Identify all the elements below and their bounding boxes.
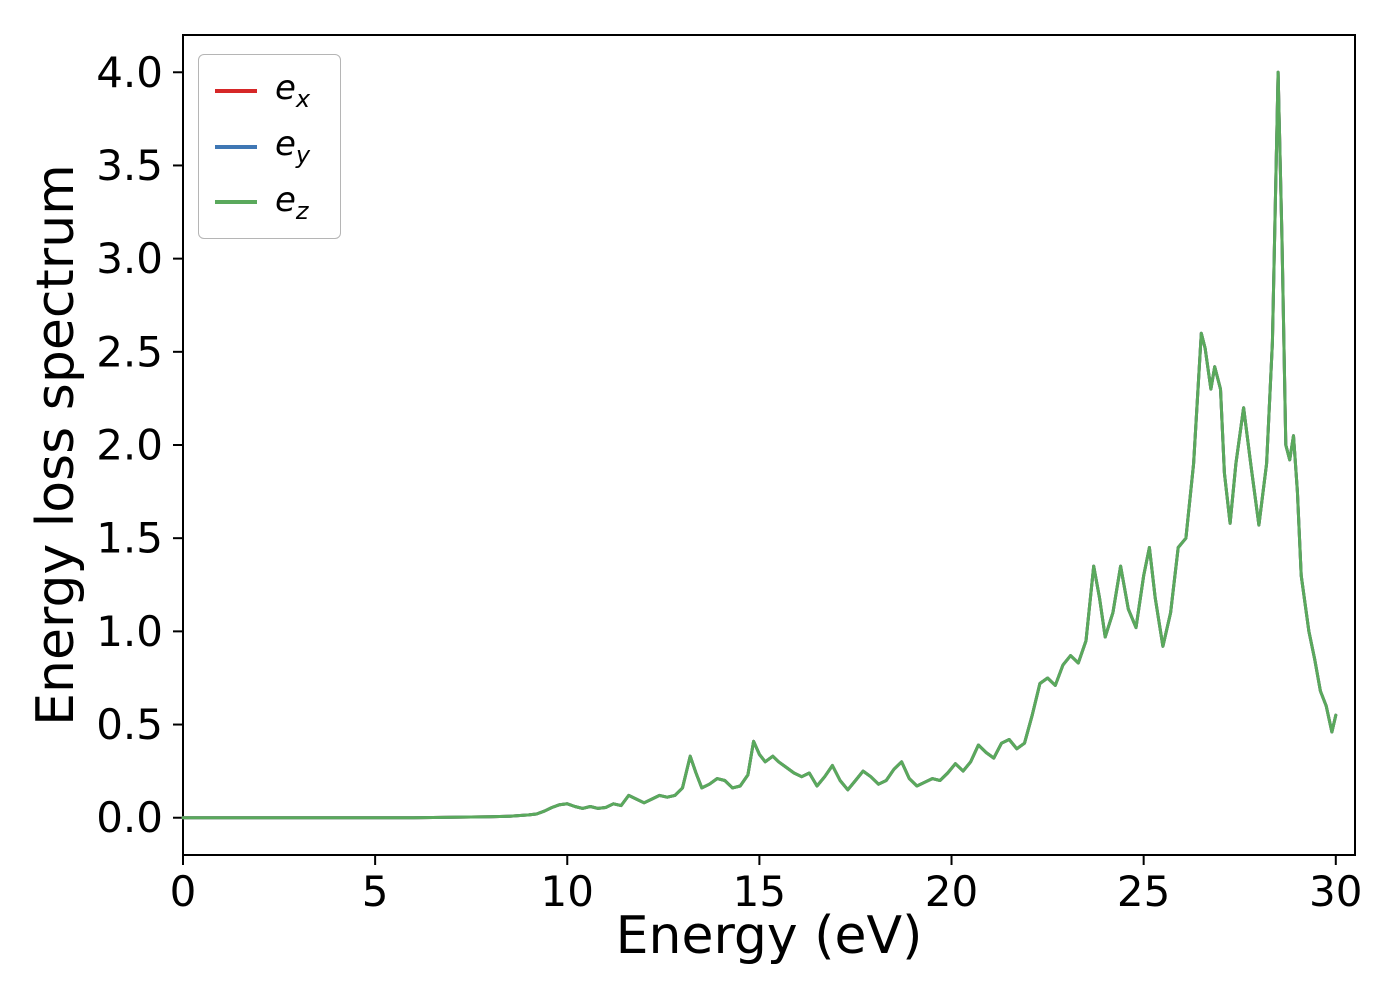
x-tick-label: 0 [170,867,197,916]
x-tick-label: 25 [1117,867,1170,916]
y-tick-label: 3.5 [96,141,163,190]
y-tick-label: 2.5 [96,327,163,376]
legend-label-ex: ex [275,71,310,111]
x-tick-label: 10 [541,867,594,916]
legend-entry-ey: ey [215,127,310,167]
series-line-e_z [181,70,1338,820]
y-axis-label: Energy loss spectrum [26,164,86,726]
legend-label-ez-sub: z [295,196,309,225]
legend-label-ey: ey [275,127,310,167]
y-tick-label: 1.5 [96,514,163,563]
legend-label-ez-base: e [275,179,296,220]
legend-line-swatch-ey [215,144,257,149]
legend-label-ex-base: e [275,68,296,108]
legend-label-ey-sub: y [295,140,311,169]
series-line-e_y [181,70,1338,820]
y-tick-label: 2.0 [96,421,163,470]
y-tick-label: 4.0 [96,48,163,97]
y-tick-label: 0.0 [96,793,163,842]
legend-entry-ex: ex [215,71,310,111]
series-line-e_x [181,70,1338,820]
legend-line-swatch-ex [215,88,257,93]
legend-entry-ez: ez [215,183,310,223]
y-tick-label: 3.0 [96,234,163,283]
x-tick-label: 30 [1309,867,1362,916]
legend-label-ex-sub: x [295,84,311,113]
legend-label-ey-base: e [275,123,296,164]
y-tick-label: 1.0 [96,607,163,656]
legend: ex ey ez [198,54,342,240]
legend-line-swatch-ez [215,200,257,205]
y-tick-label: 0.5 [96,700,163,749]
legend-label-ez: ez [275,183,309,223]
x-tick-label: 5 [362,867,389,916]
x-tick-label: 15 [733,867,786,916]
x-tick-label: 20 [925,867,978,916]
x-axis-label: Energy (eV) [615,906,923,966]
axes-spines [182,34,1356,856]
